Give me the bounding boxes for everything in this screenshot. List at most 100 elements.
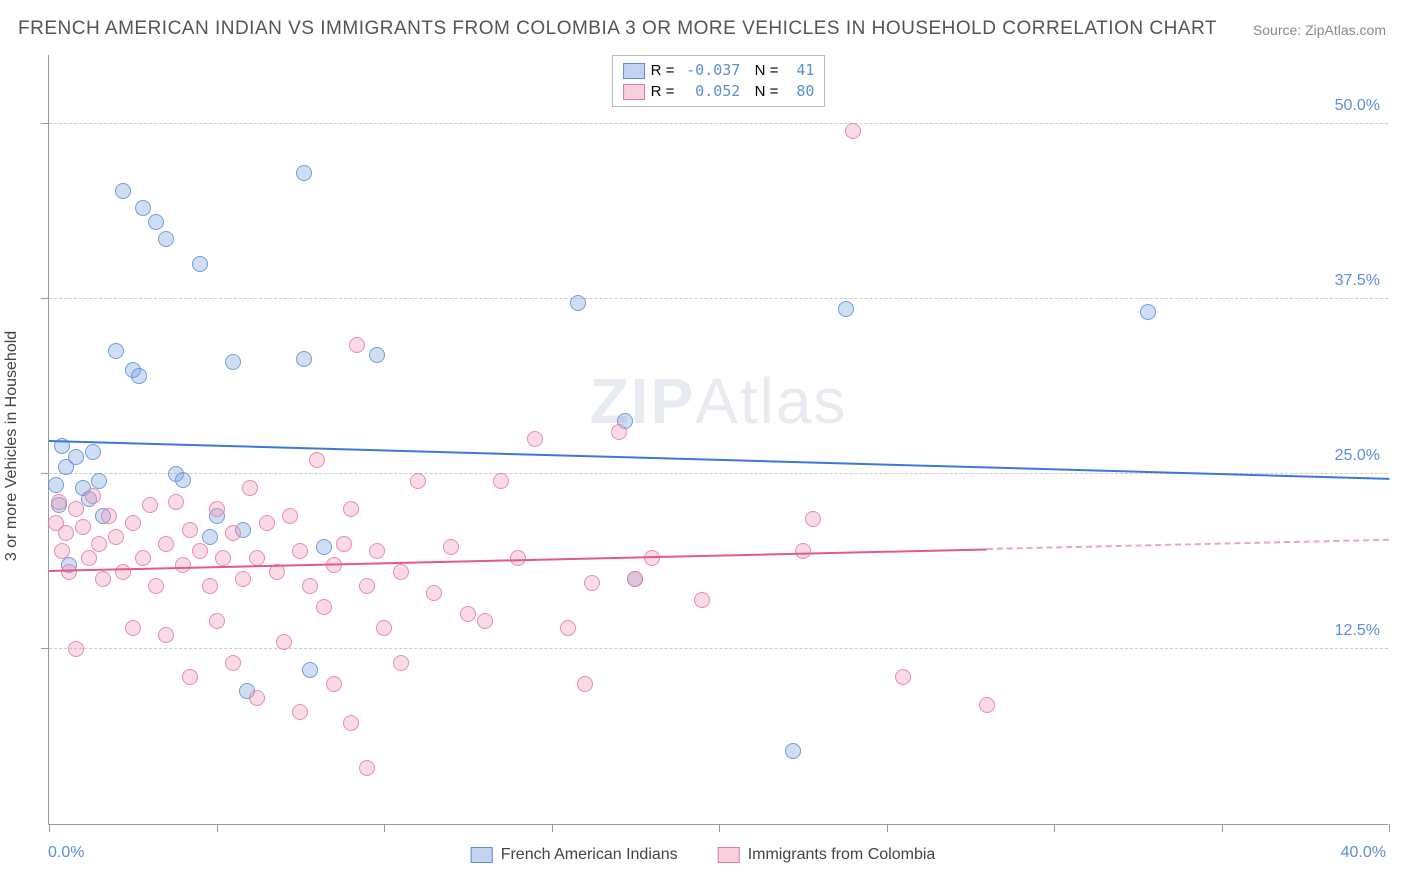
data-point <box>249 690 265 706</box>
legend-row: R = 0.052 N = 80 <box>623 81 815 102</box>
data-point <box>477 613 493 629</box>
legend-n-value: 41 <box>784 60 814 81</box>
data-point <box>225 525 241 541</box>
data-point <box>91 536 107 552</box>
data-point <box>85 444 101 460</box>
data-point <box>343 715 359 731</box>
y-tick <box>41 473 49 474</box>
legend-swatch <box>471 847 493 863</box>
data-point <box>393 655 409 671</box>
y-tick-label: 37.5% <box>1335 272 1380 290</box>
data-point <box>148 214 164 230</box>
data-point <box>584 575 600 591</box>
data-point <box>443 539 459 555</box>
x-tick <box>49 824 50 832</box>
data-point <box>510 550 526 566</box>
data-point <box>125 620 141 636</box>
stats-legend: R = -0.037 N = 41R = 0.052 N = 80 <box>612 55 826 107</box>
data-point <box>91 473 107 489</box>
data-point <box>175 472 191 488</box>
data-point <box>302 662 318 678</box>
data-point <box>75 519 91 535</box>
data-point <box>225 655 241 671</box>
y-tick-label: 12.5% <box>1335 622 1380 640</box>
data-point <box>785 743 801 759</box>
data-point <box>349 337 365 353</box>
data-point <box>560 620 576 636</box>
data-point <box>282 508 298 524</box>
series-legend-item: Immigrants from Colombia <box>718 846 936 864</box>
data-point <box>795 543 811 559</box>
series-legend-item: French American Indians <box>471 846 678 864</box>
data-point <box>302 578 318 594</box>
x-axis-min-label: 0.0% <box>48 844 84 862</box>
y-tick <box>41 123 49 124</box>
data-point <box>175 557 191 573</box>
legend-n-label: N = <box>746 81 778 102</box>
data-point <box>202 529 218 545</box>
legend-n-value: 80 <box>784 81 814 102</box>
data-point <box>393 564 409 580</box>
data-point <box>296 351 312 367</box>
data-point <box>225 354 241 370</box>
x-tick <box>1054 824 1055 832</box>
legend-r-label: R = <box>651 60 675 81</box>
data-point <box>168 494 184 510</box>
series-name: French American Indians <box>501 846 678 864</box>
watermark-bold: ZIP <box>590 365 696 437</box>
data-point <box>182 669 198 685</box>
data-point <box>259 515 275 531</box>
x-tick <box>1389 824 1390 832</box>
data-point <box>148 578 164 594</box>
legend-swatch <box>623 84 645 100</box>
data-point <box>158 536 174 552</box>
data-point <box>292 704 308 720</box>
chart-title: FRENCH AMERICAN INDIAN VS IMMIGRANTS FRO… <box>18 18 1217 40</box>
legend-n-label: N = <box>746 60 778 81</box>
data-point <box>359 578 375 594</box>
x-tick <box>887 824 888 832</box>
data-point <box>343 501 359 517</box>
data-point <box>158 627 174 643</box>
data-point <box>460 606 476 622</box>
data-point <box>48 477 64 493</box>
data-point <box>125 515 141 531</box>
data-point <box>51 494 67 510</box>
data-point <box>215 550 231 566</box>
data-point <box>108 529 124 545</box>
x-tick <box>384 824 385 832</box>
data-point <box>235 571 251 587</box>
data-point <box>296 165 312 181</box>
data-point <box>131 368 147 384</box>
x-tick <box>217 824 218 832</box>
data-point <box>192 256 208 272</box>
data-point <box>369 543 385 559</box>
data-point <box>202 578 218 594</box>
data-point <box>376 620 392 636</box>
x-tick <box>719 824 720 832</box>
data-point <box>845 123 861 139</box>
x-tick <box>1222 824 1223 832</box>
data-point <box>805 511 821 527</box>
gridline <box>49 123 1388 124</box>
data-point <box>54 543 70 559</box>
data-point <box>192 543 208 559</box>
data-point <box>85 488 101 504</box>
data-point <box>135 200 151 216</box>
data-point <box>182 522 198 538</box>
data-point <box>611 424 627 440</box>
data-point <box>101 508 117 524</box>
series-legend: French American Indians Immigrants from C… <box>471 846 936 864</box>
legend-r-value: 0.052 <box>680 81 740 102</box>
data-point <box>493 473 509 489</box>
data-point <box>68 641 84 657</box>
data-point <box>158 231 174 247</box>
source-attribution: Source: ZipAtlas.com <box>1253 22 1386 38</box>
data-point <box>1140 304 1156 320</box>
data-point <box>577 676 593 692</box>
data-point <box>527 431 543 447</box>
data-point <box>209 613 225 629</box>
data-point <box>694 592 710 608</box>
data-point <box>410 473 426 489</box>
data-point <box>68 501 84 517</box>
